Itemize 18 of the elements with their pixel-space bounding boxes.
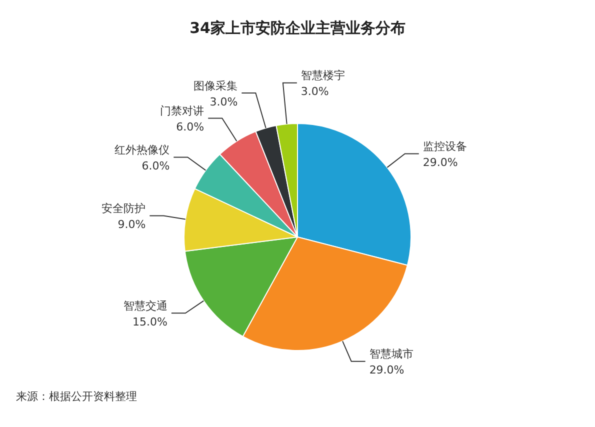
data-label: 29.0% [422,156,458,170]
slice-label: 红外热像仪 [114,144,170,157]
slice-label: 智慧楼宇 [300,69,345,82]
slice-label: 门禁对讲 [160,104,204,118]
source-note: 来源：根据公开资料整理 [16,390,137,403]
slice-label: 安全防护 [102,202,146,216]
chart-title: 34家上市安防企业主营业务分布 [190,18,406,37]
slice-label: 智慧城市 [369,348,414,361]
data-label: 29.0% [369,364,404,377]
data-label: 9.0% [118,218,146,232]
slice-label: 智慧交通 [123,300,168,313]
slice-label: 监控设备 [422,140,467,154]
data-label: 6.0% [142,160,170,173]
slice-label: 图像采集 [194,79,238,92]
data-label: 3.0% [300,85,329,98]
data-label: 15.0% [132,316,168,329]
data-label: 3.0% [210,95,238,108]
data-label: 6.0% [176,120,204,134]
